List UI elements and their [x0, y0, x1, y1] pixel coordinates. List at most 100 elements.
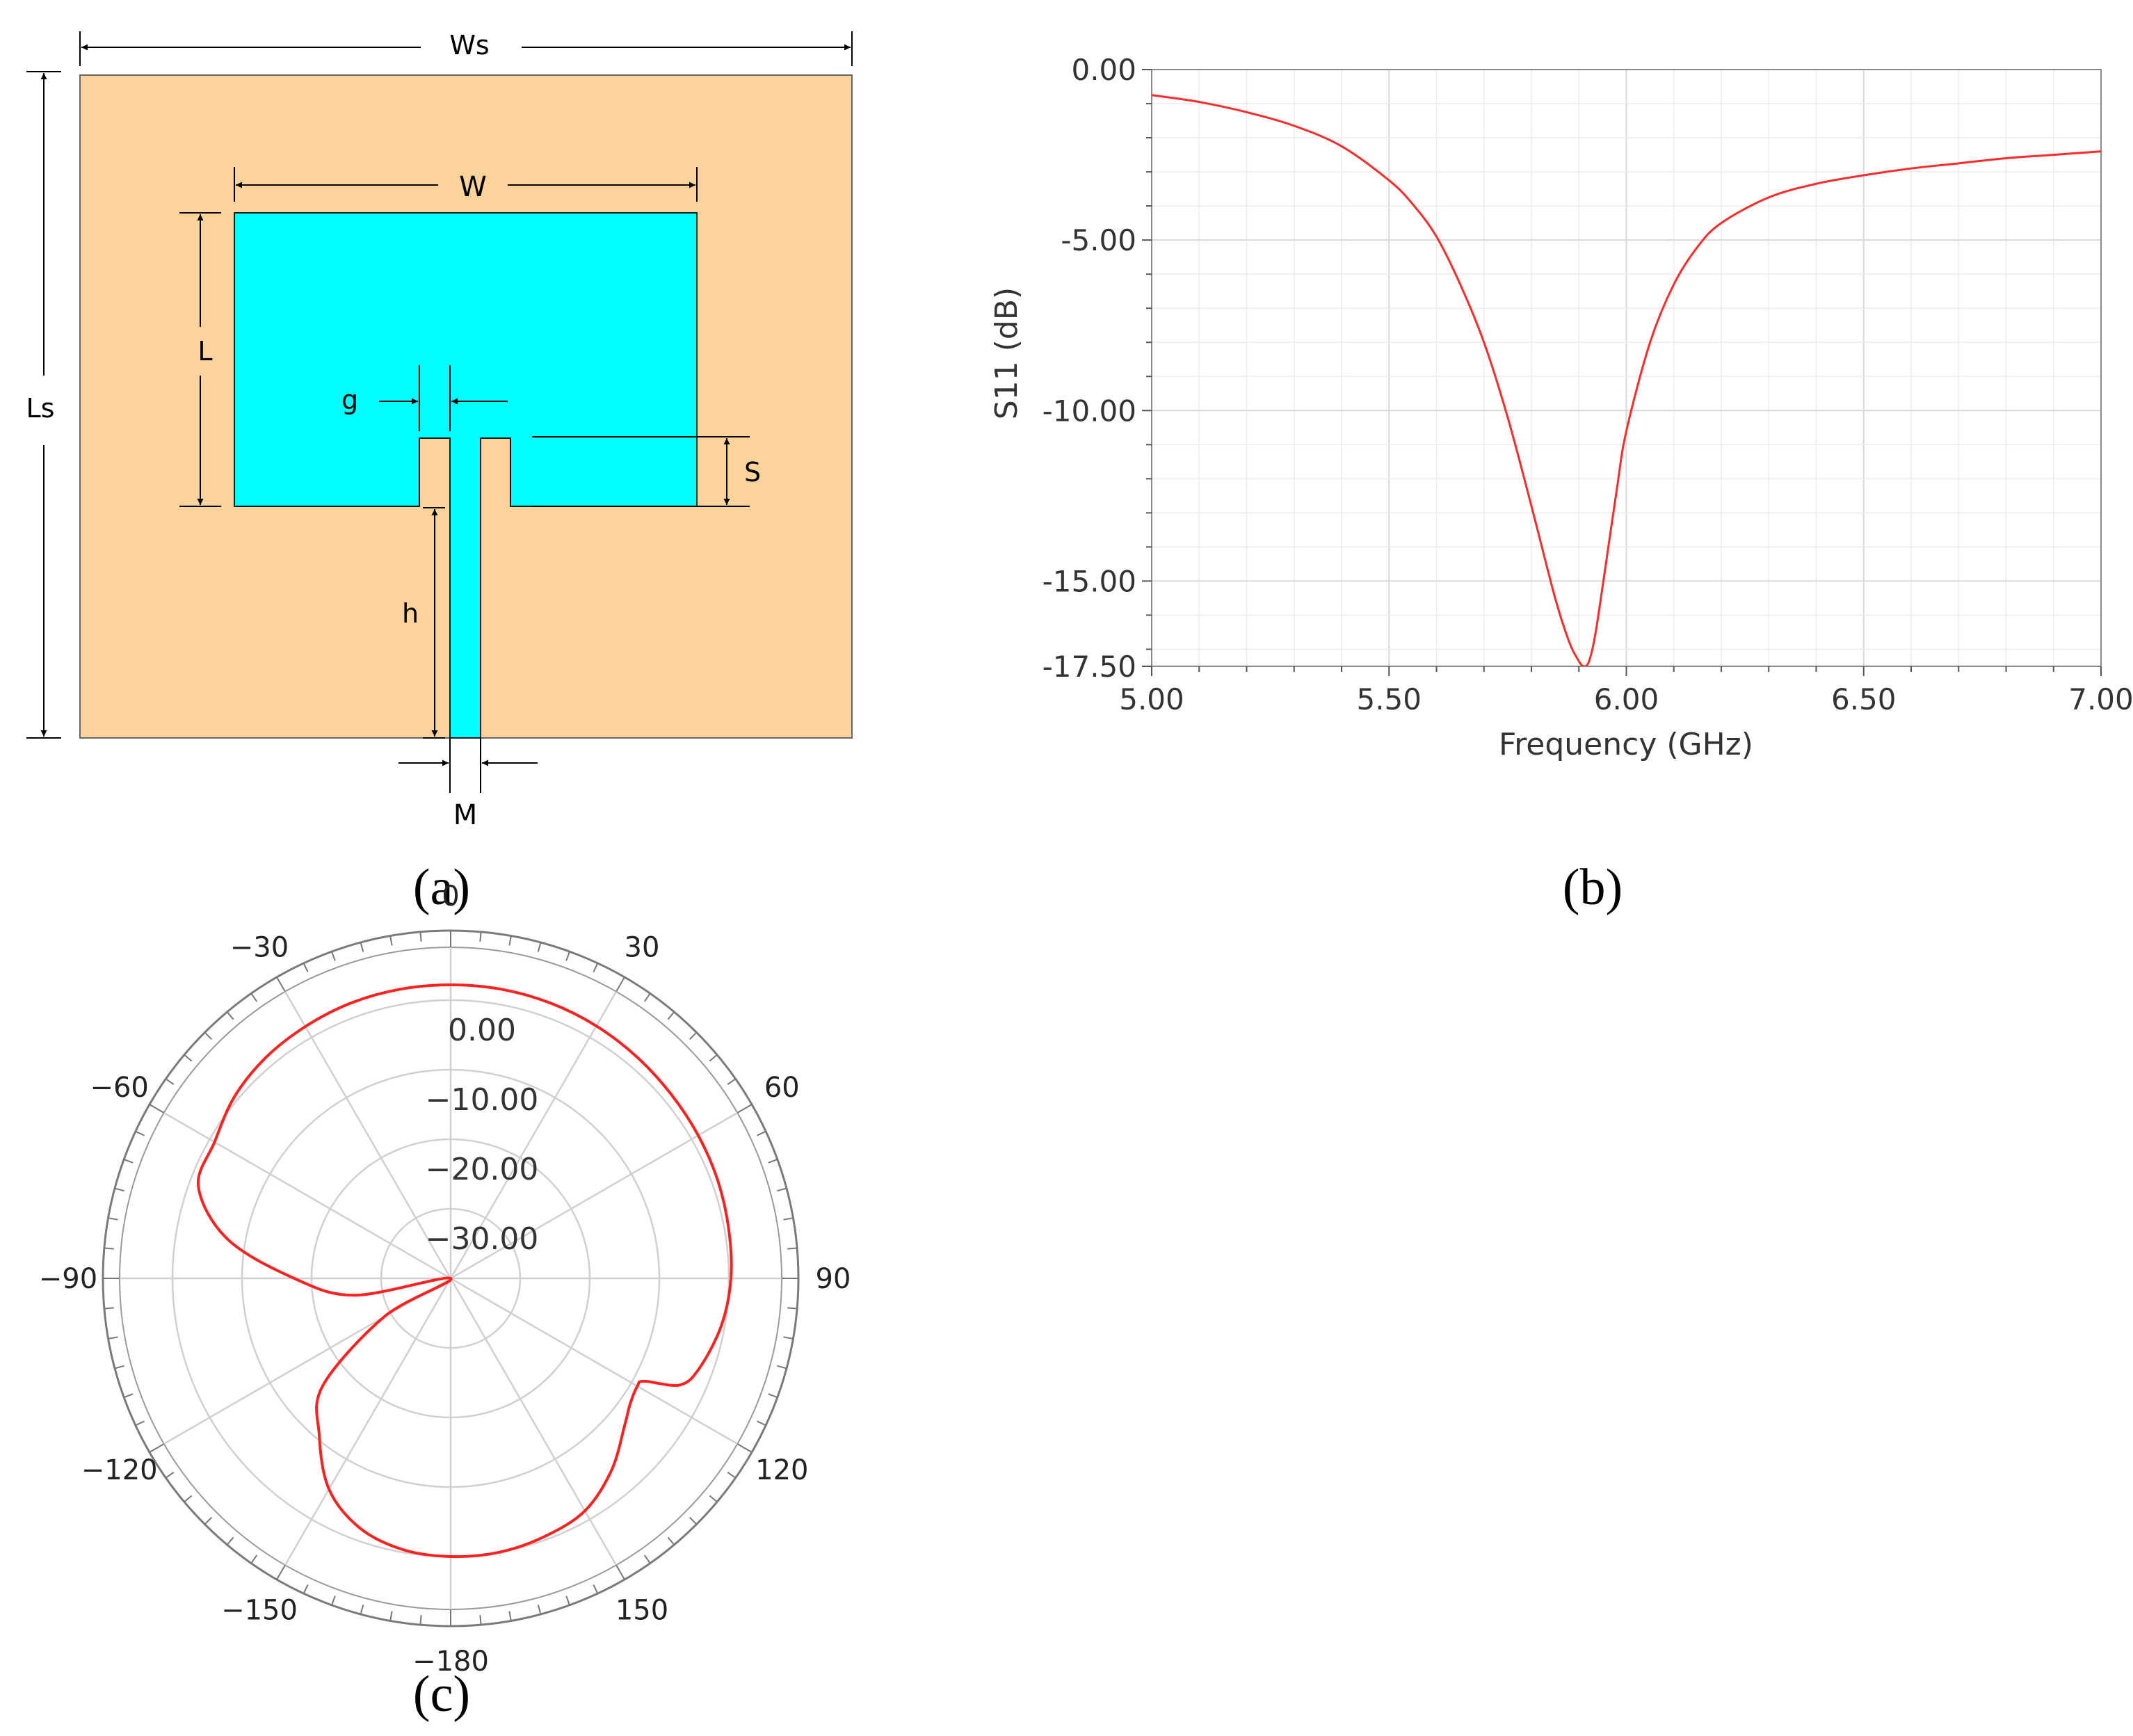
antenna-geometry-diagram: Ws W Ls L	[26, 30, 853, 916]
polar-angle-label: 60	[764, 1072, 800, 1104]
polar-tick	[643, 992, 651, 1002]
s11-curve	[1152, 94, 2101, 666]
caption-c: (c)	[413, 1666, 470, 1723]
polar-tick	[537, 942, 542, 952]
polar-tick	[303, 963, 309, 972]
polar-tick	[149, 1443, 165, 1453]
polar-angle-label: −60	[90, 1072, 148, 1104]
dim-g: g	[341, 365, 508, 431]
dim-m: M	[399, 738, 538, 831]
s11-tick-marks	[1142, 69, 2102, 676]
polar-angle-label: −90	[39, 1263, 97, 1295]
polar-tick	[508, 1611, 512, 1621]
s11-ytick-label: -17.50	[1043, 650, 1136, 684]
polar-tick	[615, 1564, 625, 1580]
polar-tick	[250, 1554, 258, 1564]
polar-angle-label: 150	[615, 1594, 668, 1626]
polar-tick	[757, 1420, 766, 1426]
s11-xtick-label: 6.50	[1831, 682, 1897, 716]
polar-tick	[149, 1104, 165, 1114]
polar-tick	[709, 1054, 718, 1062]
polar-tick	[184, 1054, 193, 1062]
polar-tick	[667, 1011, 675, 1020]
dim-l: L	[179, 212, 221, 507]
polar-angle-label: 30	[625, 932, 660, 964]
polar-radial-label: 0.00	[448, 1013, 516, 1048]
s11-y-axis-label: S11 (dB)	[989, 287, 1024, 419]
polar-tick	[114, 1365, 124, 1369]
polar-tick	[727, 1471, 737, 1479]
polar-tick	[389, 1611, 393, 1621]
polar-spoke	[449, 1278, 618, 1566]
polar-angle-label: −30	[230, 932, 289, 964]
polar-tick	[777, 1365, 787, 1369]
polar-tick	[360, 1605, 364, 1615]
polar-tick	[593, 963, 599, 972]
polar-tick	[757, 1130, 766, 1136]
polar-tick	[389, 935, 393, 946]
polar-tick	[360, 942, 364, 952]
polar-tick	[226, 1536, 234, 1545]
polar-tick	[479, 1615, 482, 1625]
polar-radial-labels: 0.00 −10.00 −20.00 −30.00	[426, 1013, 539, 1257]
polar-tick	[593, 1584, 599, 1594]
polar-tick	[508, 935, 512, 946]
s11-x-tick-labels: 5.00 5.50 6.00 6.50 7.00	[1119, 682, 2133, 716]
dim-ws: Ws	[79, 30, 853, 66]
s11-xtick-label: 6.00	[1594, 682, 1659, 716]
s11-ytick-label: -15.00	[1043, 564, 1136, 598]
polar-tick	[768, 1159, 778, 1164]
polar-tick	[303, 1584, 309, 1594]
polar-tick	[768, 1393, 778, 1398]
s11-xtick-label: 5.50	[1356, 682, 1422, 716]
label-l: L	[198, 336, 212, 367]
polar-angle-label: −120	[81, 1454, 158, 1486]
polar-tick	[419, 1615, 422, 1625]
label-g: g	[341, 385, 358, 415]
dim-ls: Ls	[26, 71, 61, 739]
s11-ytick-label: -5.00	[1061, 223, 1136, 257]
polar-tick	[276, 1564, 286, 1580]
polar-tick	[419, 931, 422, 942]
polar-tick	[537, 1605, 542, 1615]
polar-angle-label: 120	[755, 1454, 808, 1486]
polar-angle-labels: 0 30 60 90 120 150 −180 −150 −120 −90 −60 −30	[39, 881, 851, 1678]
radiation-pattern-chart: 0 30 60 90 120 150 −180 −150 −120 −90 −60 −30 0.00 −…	[39, 881, 851, 1723]
polar-radial-label: −20.00	[426, 1152, 539, 1187]
polar-tick	[737, 1443, 752, 1453]
polar-tick	[783, 1217, 794, 1221]
polar-tick	[615, 976, 625, 992]
polar-angle-label: 90	[816, 1263, 851, 1295]
polar-angle-label: 0	[442, 881, 459, 913]
polar-angle-label: −150	[221, 1594, 298, 1626]
polar-tick	[565, 1596, 570, 1606]
caption-b: (b)	[1563, 859, 1623, 916]
label-s: S	[744, 457, 761, 488]
polar-spoke	[163, 1111, 451, 1280]
polar-tick	[204, 1516, 213, 1525]
polar-tick	[250, 992, 258, 1002]
polar-tick	[737, 1104, 752, 1114]
label-ls: Ls	[26, 393, 55, 424]
polar-tick	[689, 1516, 698, 1525]
polar-tick	[565, 951, 570, 961]
polar-tick	[108, 1336, 118, 1340]
polar-tick	[643, 1554, 651, 1564]
label-m: M	[453, 799, 478, 831]
polar-tick-marks	[103, 931, 798, 1626]
polar-tick	[135, 1130, 145, 1136]
s11-chart: 0.00 -5.00 -10.00 -15.00 -17.50 5.00 5.50 6.00…	[989, 53, 2133, 916]
polar-tick	[667, 1536, 675, 1545]
polar-radial-label: −10.00	[426, 1082, 539, 1118]
polar-tick	[226, 1011, 234, 1020]
s11-gridlines	[1152, 70, 2101, 666]
polar-tick	[135, 1420, 145, 1426]
polar-tick	[165, 1471, 175, 1479]
polar-tick	[184, 1495, 193, 1503]
polar-tick	[331, 951, 336, 961]
polar-tick	[727, 1078, 737, 1086]
s11-y-tick-labels: 0.00 -5.00 -10.00 -15.00 -17.50	[1043, 53, 1136, 684]
polar-tick	[777, 1187, 787, 1192]
s11-ytick-label: 0.00	[1071, 53, 1136, 87]
